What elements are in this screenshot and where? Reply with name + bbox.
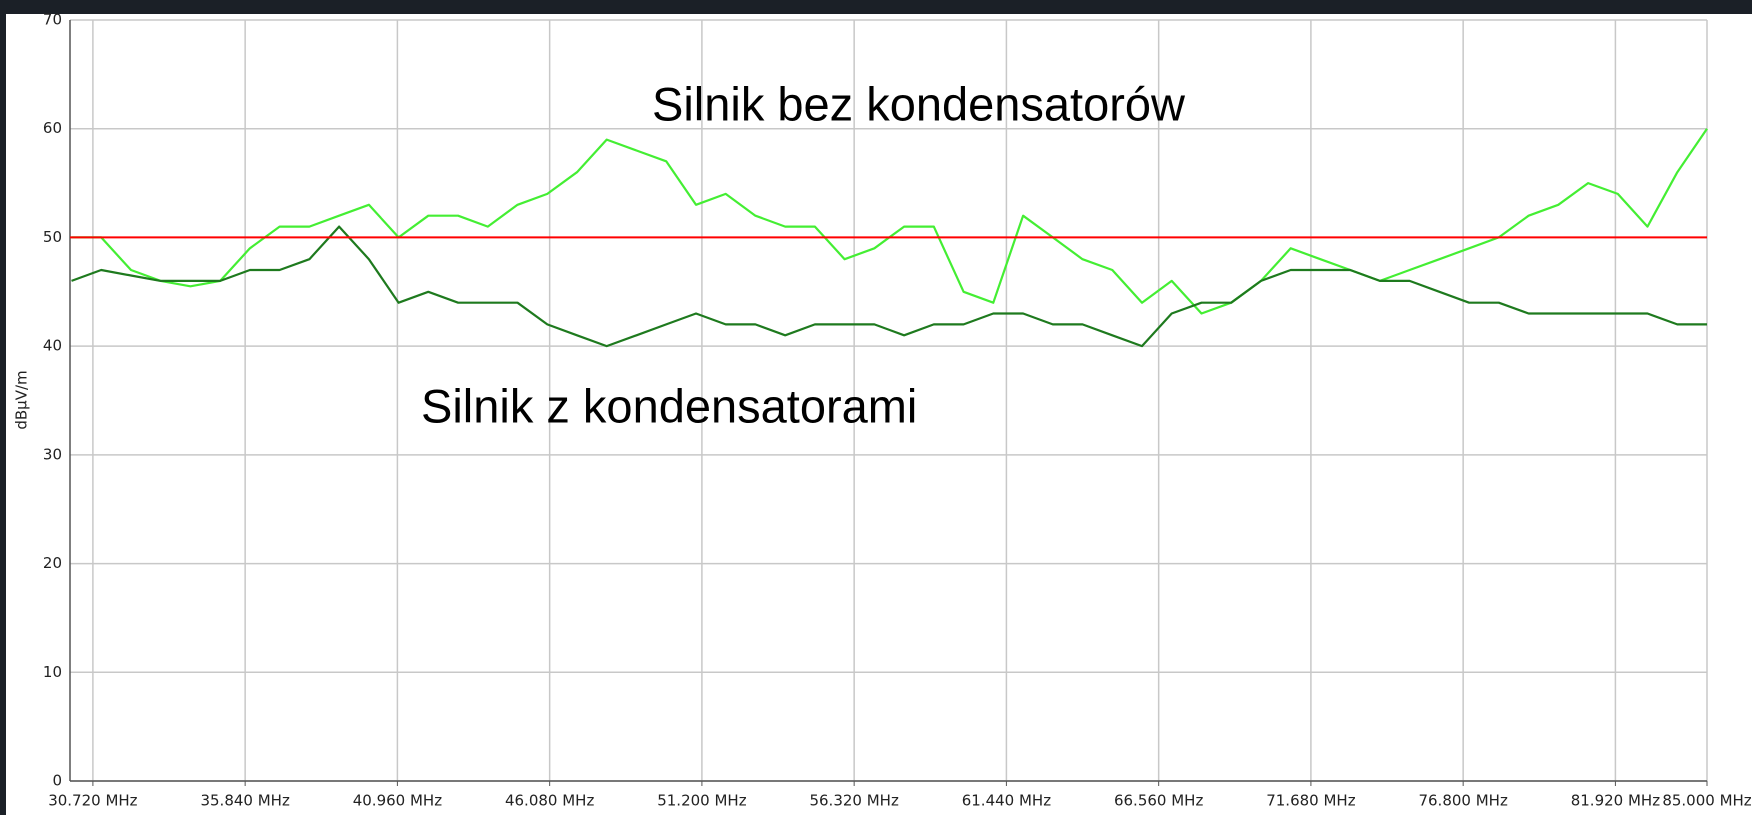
x-tick-label: 66.560 MHz [1114,792,1203,810]
y-tick-label: 20 [43,554,62,572]
y-tick-label: 50 [43,228,62,246]
x-tick-label: 61.440 MHz [962,792,1051,810]
x-tick-label: 51.200 MHz [657,792,746,810]
data-line [71,225,1707,348]
y-tick-label: 70 [43,11,62,29]
plot-area: 0 10 20 30 40 50 60 70 30.720 MHz 35.840 MHz 40.96… [43,11,1752,810]
x-tick-label: 81.920 MHz [1571,792,1660,810]
x-tick-label: 35.840 MHz [200,792,289,810]
y-tick-label: 40 [43,337,62,355]
y-tick-label: 0 [52,772,62,790]
x-tick-label: 76.800 MHz [1418,792,1507,810]
x-tick-label: 56.320 MHz [809,792,898,810]
plot-background [70,20,1707,781]
y-axis-label: dBµV/m [13,370,31,429]
y-tick-label: 60 [43,119,62,137]
x-tick-label: 30.720 MHz [48,792,137,810]
y-tick-label: 10 [43,663,62,681]
y-tick-label: 30 [43,445,62,463]
x-tick-label: 40.960 MHz [353,792,442,810]
annotation: Silnik bez kondensatorów [652,77,1186,130]
x-tick-label: 71.680 MHz [1266,792,1355,810]
annotation: Silnik z kondensatorami [421,379,917,432]
x-tick-label: 85.000 MHz [1662,792,1751,810]
x-tick-label: 46.080 MHz [505,792,594,810]
